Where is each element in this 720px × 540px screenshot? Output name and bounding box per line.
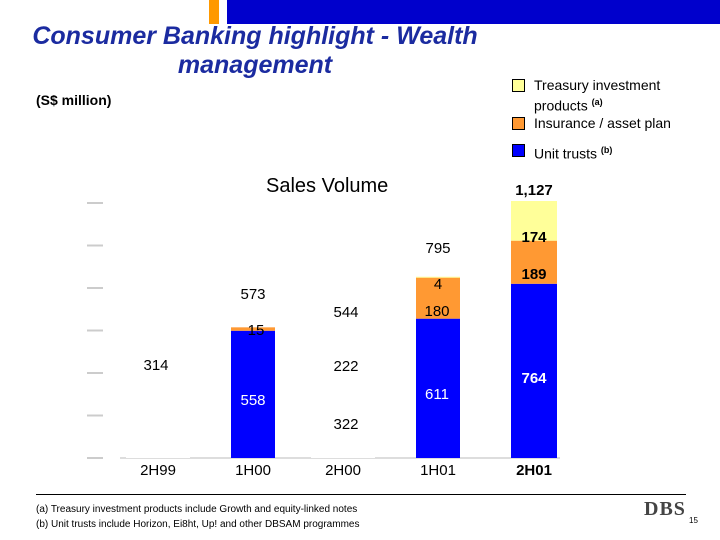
legend-label-insurance: Insurance / asset plan (534, 115, 671, 131)
y-axis-tick (87, 414, 103, 417)
top-decor-blue (227, 0, 720, 24)
data-label-1h01-10: 4 (434, 276, 442, 293)
bar-1h01-series-0 (416, 318, 460, 458)
legend-label-treasury: Treasury investment products (a) (534, 77, 661, 114)
bar-2h00-series-0 (321, 384, 365, 458)
y-axis-tick (87, 202, 103, 204)
footnote-b: (b) Unit trusts include Horizon, Ei8ht, … (36, 519, 360, 530)
y-axis-tick (87, 329, 103, 332)
data-label-1h00-2: 558 (240, 392, 265, 409)
data-label-2h00-6: 222 (333, 358, 358, 375)
legend-swatch-unit-trusts (512, 144, 525, 157)
data-label-2h01-13: 189 (521, 266, 546, 283)
data-label-2h01-15: 1,127 (515, 182, 553, 199)
data-label-1h00-3: 15 (248, 322, 265, 339)
bar-2h01-series-1 (511, 240, 557, 284)
bar-2h01-series-0 (511, 283, 557, 458)
data-label-2h01-12: 764 (521, 370, 547, 387)
unit-label: (S$ million) (36, 92, 112, 108)
category-label-1h01: 1H01 (420, 462, 456, 479)
top-decor-orange (209, 0, 219, 24)
bar-2h00-series-1 (321, 333, 365, 385)
y-axis-tick (87, 372, 103, 374)
bar-1h01-series-1 (416, 277, 460, 319)
category-label-2h01: 2H01 (516, 462, 552, 479)
chart-title: Sales Volume (266, 175, 389, 197)
y-axis-tick (87, 244, 103, 247)
legend-label-unit-trusts: Unit trusts (b) (534, 145, 613, 162)
bar-1h00-series-1 (231, 327, 275, 331)
data-label-1h01-9: 180 (424, 303, 449, 320)
bar-1h00-series-0 (231, 330, 275, 458)
data-label-2h01-14: 174 (521, 229, 547, 246)
category-label-2h99: 2H99 (140, 462, 176, 479)
y-axis-tick (87, 287, 103, 289)
data-label-2h00-7: 544 (333, 304, 358, 321)
data-label-2h99-1: 314 (143, 357, 168, 374)
bar-2h99-series-0 (136, 386, 180, 458)
footer-rule (36, 494, 686, 495)
legend-swatch-treasury (512, 79, 525, 92)
category-label-2h00: 2H00 (325, 462, 361, 479)
category-label-1h00: 1H00 (235, 462, 271, 479)
dbs-logo: DBS (644, 498, 686, 520)
y-axis-tick (87, 457, 103, 459)
bar-2h01-series-2 (511, 201, 557, 241)
legend-swatch-insurance (512, 117, 525, 130)
data-label-2h99-0: 314 (145, 419, 170, 436)
slide-title: Consumer Banking highlight - Wealth mana… (32, 22, 478, 79)
data-label-1h00-4: 573 (240, 286, 265, 303)
page-number: 15 (689, 516, 698, 525)
data-label-1h01-11: 795 (425, 240, 450, 257)
footnote-a: (a) Treasury investment products include… (36, 504, 358, 515)
bar-1h01-series-2 (416, 276, 460, 278)
data-label-2h00-5: 322 (333, 416, 358, 433)
data-label-1h01-8: 611 (425, 386, 449, 403)
